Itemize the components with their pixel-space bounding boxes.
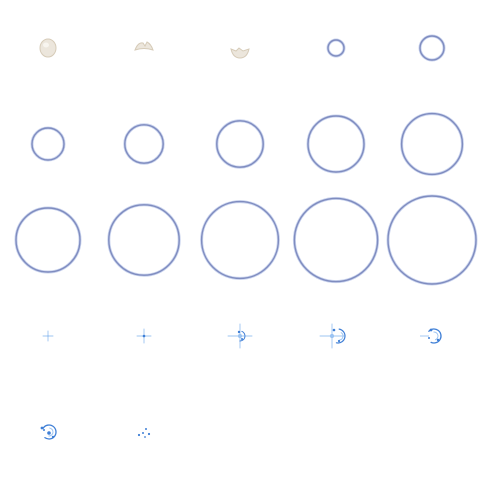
ring-sprite [400, 112, 464, 176]
sparkle-dot [429, 328, 433, 332]
shell-sprite [39, 38, 57, 58]
sprite-frame-22 [96, 384, 192, 480]
sprite-frame-15 [384, 192, 480, 288]
sparkle-dot [332, 328, 336, 332]
sparkle-star [42, 330, 54, 342]
sparkle-dot [241, 338, 243, 340]
sprite-frame-4 [288, 0, 384, 96]
sparkle-core [142, 334, 146, 338]
sparkle-dot [142, 432, 144, 434]
ring-sprite [216, 120, 264, 168]
sprite-frame-20 [384, 288, 480, 384]
ring-sprite [307, 115, 365, 173]
sprite-frame-21 [0, 384, 96, 480]
sparkle-swirl [48, 427, 54, 437]
ring-sprite [31, 127, 65, 161]
sprite-frame-18 [192, 288, 288, 384]
sparkle-dot [144, 436, 146, 438]
sparkle-dot [137, 433, 141, 437]
sparkle-swirl [42, 424, 57, 440]
sparkle-star [227, 323, 253, 349]
ring-sprite [387, 195, 477, 285]
ring-sprite [327, 39, 345, 57]
sprite-frame-13 [192, 192, 288, 288]
sprite-frame-11 [0, 192, 96, 288]
ring-sprite [124, 124, 164, 164]
sprite-frame-9 [288, 96, 384, 192]
sprite-frame-2 [96, 0, 192, 96]
sprite-frame-10 [384, 96, 480, 192]
sprite-frame-6 [0, 96, 96, 192]
ring-sprite [419, 35, 445, 61]
shell-highlight [43, 42, 49, 48]
sparkle-swirl [339, 332, 344, 341]
shell-crack-sprite [134, 41, 154, 51]
sparkle-swirl [433, 331, 439, 341]
ring-sprite [15, 207, 81, 273]
sprite-frame-19 [288, 288, 384, 384]
sprite-frame-7 [96, 96, 192, 192]
sprite-frame-14 [288, 192, 384, 288]
sparkle-dot [147, 432, 151, 436]
ring-sprite [293, 197, 379, 283]
sprite-frame-16 [0, 288, 96, 384]
sprite-frame-5 [384, 0, 480, 96]
sparkle-dot [237, 330, 241, 334]
sparkle-dot [436, 338, 440, 342]
sparkle-swirl [239, 330, 246, 342]
sparkle-dot [337, 339, 341, 343]
sparkle-core [47, 431, 51, 435]
sprite-frame-1 [0, 0, 96, 96]
ring-sprite [108, 204, 180, 276]
sparkle-dot [51, 435, 55, 439]
sparkle-dot [145, 428, 147, 430]
sprite-frame-17 [96, 288, 192, 384]
sprite-frame-8 [192, 96, 288, 192]
sparkle-dot [40, 426, 44, 430]
sparkle-star [319, 323, 345, 349]
sprite-frame-3 [192, 0, 288, 96]
sparkle-dot [43, 429, 45, 431]
ring-sprite [200, 200, 280, 280]
shell-crack-sprite [230, 47, 250, 59]
sprite-frame-12 [96, 192, 192, 288]
sparkle-dot [428, 337, 430, 339]
sparkle-swirl [335, 328, 346, 344]
